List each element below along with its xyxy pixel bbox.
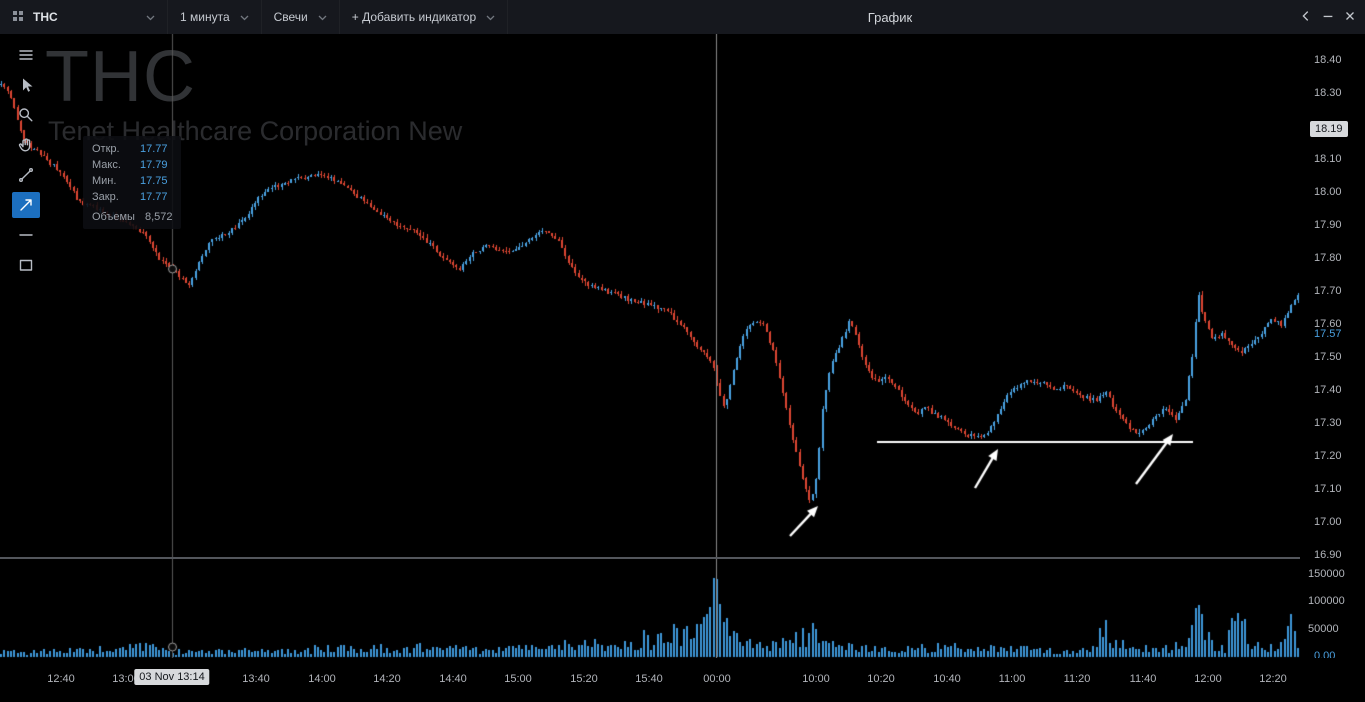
high-value: 17.79 bbox=[140, 159, 168, 171]
topbar: THC 1 минута Свечи + Добавить индикатор bbox=[0, 0, 1365, 34]
chart-area[interactable]: THC Tenet Healthcare Corporation New Отк… bbox=[0, 34, 1300, 658]
drawing-toolbar bbox=[12, 42, 40, 278]
volume-tick: 150000 bbox=[1308, 568, 1345, 580]
time-tick: 12:00 bbox=[1194, 673, 1222, 685]
time-tick: 15:00 bbox=[504, 673, 532, 685]
interval-selector[interactable]: 1 минута bbox=[168, 0, 262, 34]
time-tick: 15:20 bbox=[570, 673, 598, 685]
chevron-down-icon bbox=[240, 10, 249, 24]
price-tick: 17.10 bbox=[1314, 483, 1342, 496]
close-label: Закр. bbox=[92, 191, 119, 203]
time-tick: 10:20 bbox=[867, 673, 895, 685]
collapse-panel-button[interactable] bbox=[1295, 5, 1317, 29]
time-tick: 13:40 bbox=[242, 673, 270, 685]
line-tool-icon[interactable] bbox=[12, 162, 40, 188]
app-menu-icon bbox=[12, 10, 24, 25]
high-label: Макс. bbox=[92, 159, 121, 171]
price-tick: 17.00 bbox=[1314, 516, 1342, 529]
add-indicator-label: + Добавить индикатор bbox=[351, 10, 477, 24]
time-tick: 12:40 bbox=[47, 673, 75, 685]
price-tick: 16.90 bbox=[1314, 549, 1342, 562]
volume-value: 8,572 bbox=[144, 211, 173, 223]
time-tick: 00:00 bbox=[703, 673, 731, 685]
close-icon bbox=[1343, 9, 1357, 26]
time-axis[interactable]: 03 Nov 13:14 12:40 13:00 13:40 14:00 14:20 14… bbox=[0, 658, 1365, 702]
price-tick: 18.00 bbox=[1314, 186, 1342, 199]
minimize-icon bbox=[1321, 9, 1335, 26]
legend-close-row: Закр. 17.77 bbox=[92, 189, 172, 205]
price-tick: 17.80 bbox=[1314, 252, 1342, 265]
legend-volume-row: Объемы 8,572 bbox=[92, 209, 172, 225]
last-price-label: 17.57 bbox=[1314, 327, 1342, 340]
low-value: 17.75 bbox=[140, 175, 168, 187]
time-tick: 11:20 bbox=[1063, 673, 1091, 685]
chevron-down-icon bbox=[318, 10, 327, 24]
price-tick: 18.40 bbox=[1314, 54, 1342, 67]
time-tick: 10:40 bbox=[933, 673, 961, 685]
rectangle-tool-icon[interactable] bbox=[12, 252, 40, 278]
minimize-button[interactable] bbox=[1317, 5, 1339, 29]
price-axis[interactable]: 18.19 17.57 0.00 18.4018.3018.2018.1018.… bbox=[1300, 34, 1365, 662]
price-tick: 17.20 bbox=[1314, 450, 1342, 463]
price-tick: 17.50 bbox=[1314, 351, 1342, 364]
close-value: 17.77 bbox=[140, 191, 168, 203]
price-tick: 17.90 bbox=[1314, 219, 1342, 232]
cursor-icon[interactable] bbox=[12, 72, 40, 98]
time-tick: 13:00 bbox=[112, 673, 140, 685]
time-tick: 14:40 bbox=[439, 673, 467, 685]
horizontal-line-icon[interactable] bbox=[12, 222, 40, 248]
ohlc-legend: Откр. 17.77 Макс. 17.79 Мин. 17.75 Закр.… bbox=[83, 136, 182, 229]
time-tick: 14:20 bbox=[373, 673, 401, 685]
volume-tick: 100000 bbox=[1308, 595, 1345, 608]
price-tick: 17.70 bbox=[1314, 285, 1342, 298]
price-tick: 17.60 bbox=[1314, 318, 1342, 331]
time-tick: 11:00 bbox=[998, 673, 1026, 685]
chevron-left-icon bbox=[1299, 9, 1313, 26]
time-tick: 10:00 bbox=[802, 673, 830, 685]
chevron-down-icon bbox=[486, 10, 495, 24]
volume-tick: 50000 bbox=[1308, 622, 1339, 635]
chart-style-label: Свечи bbox=[273, 10, 308, 24]
price-tick: 18.10 bbox=[1314, 153, 1342, 166]
volume-label: Объемы bbox=[92, 211, 135, 223]
add-indicator-button[interactable]: + Добавить индикатор bbox=[340, 0, 509, 34]
chart-style-selector[interactable]: Свечи bbox=[262, 0, 340, 34]
trend-arrow-icon[interactable] bbox=[12, 192, 40, 218]
window-title: График bbox=[867, 9, 913, 25]
menu-icon[interactable] bbox=[12, 42, 40, 68]
interval-label: 1 минута bbox=[180, 10, 230, 24]
time-tick: 15:40 bbox=[635, 673, 663, 685]
legend-low-row: Мин. 17.75 bbox=[92, 173, 172, 189]
close-button[interactable] bbox=[1339, 5, 1361, 29]
candlestick-chart-canvas[interactable] bbox=[0, 34, 1300, 658]
chevron-down-icon bbox=[146, 10, 155, 24]
open-label: Откр. bbox=[92, 143, 120, 155]
pane-separator[interactable] bbox=[0, 557, 1365, 559]
symbol-selector[interactable]: THC bbox=[0, 0, 168, 34]
price-tick: 17.40 bbox=[1314, 384, 1342, 397]
time-tick: 12:20 bbox=[1259, 673, 1287, 685]
low-label: Мин. bbox=[92, 175, 117, 187]
crosshair-time-badge: 03 Nov 13:14 bbox=[134, 669, 210, 685]
legend-open-row: Откр. 17.77 bbox=[92, 141, 172, 157]
window-controls bbox=[1295, 0, 1361, 34]
open-value: 17.77 bbox=[140, 143, 168, 155]
crosshair-price-badge: 18.19 bbox=[1310, 121, 1348, 138]
symbol-label: THC bbox=[33, 10, 58, 24]
price-tick: 17.30 bbox=[1314, 417, 1342, 430]
zoom-icon[interactable] bbox=[12, 102, 40, 128]
time-tick: 14:00 bbox=[308, 673, 336, 685]
time-tick: 11:40 bbox=[1129, 673, 1157, 685]
price-tick: 18.30 bbox=[1314, 87, 1342, 100]
pan-hand-icon[interactable] bbox=[12, 132, 40, 158]
legend-high-row: Макс. 17.79 bbox=[92, 157, 172, 173]
